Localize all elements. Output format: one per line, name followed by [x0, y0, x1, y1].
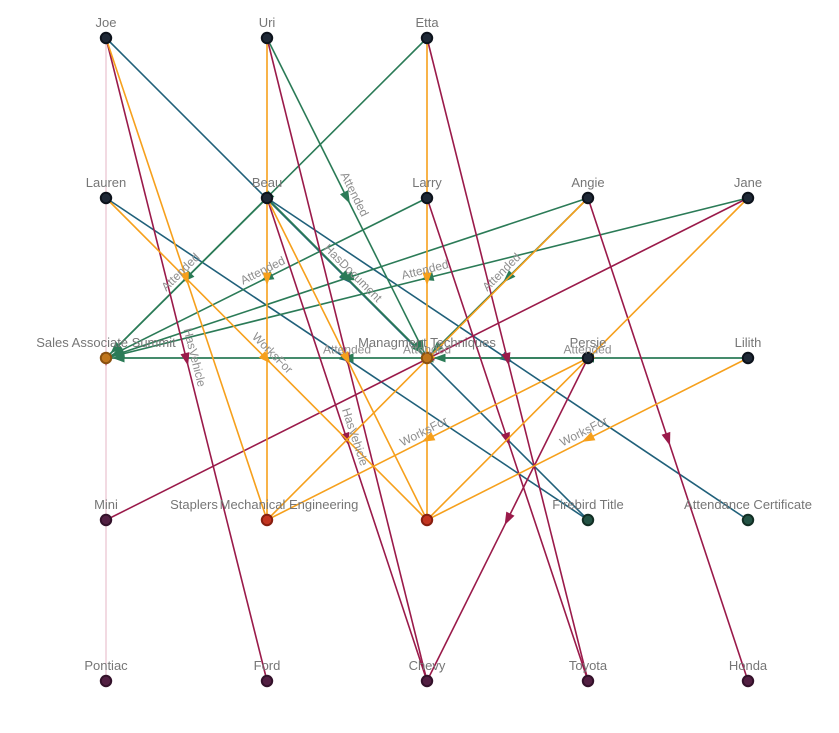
edge-arrow-uri-staplers: [262, 272, 272, 286]
node-label-ford: Ford: [254, 658, 281, 673]
node-persie[interactable]: [581, 351, 595, 365]
node-label-mt: Managment Techniques: [358, 335, 496, 350]
edge-arrow-lauren-mecheng: [258, 351, 272, 364]
node-label-joe: Joe: [96, 15, 117, 30]
node-label-sas: Sales Associate Summit: [36, 335, 176, 350]
node-firebird[interactable]: [581, 513, 595, 527]
edge-arrow-persie-chevy: [504, 511, 515, 526]
node-chevy[interactable]: [420, 674, 434, 688]
node-label-honda: Honda: [729, 658, 768, 673]
node-label-firebird: Firebird Title: [552, 497, 624, 512]
edge-target-arrow-angie-mt: [431, 341, 444, 354]
node-sas[interactable]: [99, 351, 113, 365]
node-pontiac[interactable]: [99, 674, 113, 688]
edge-label-lilith-sas-group: Attended: [403, 343, 451, 357]
edge-arrow-angie-honda: [661, 431, 671, 446]
node-attcert[interactable]: [741, 513, 755, 527]
node-label-angie: Angie: [571, 175, 604, 190]
node-label-toyota: Toyota: [569, 658, 608, 673]
edge-label-lilith-mt: Attended: [563, 343, 611, 357]
edge-label-lilith-mt-group: Attended: [563, 343, 611, 357]
node-beau[interactable]: [260, 191, 274, 205]
edge-arrow-joe-ford: [180, 352, 190, 366]
node-label-lauren: Lauren: [86, 175, 126, 190]
node-label-uri: Uri: [259, 15, 276, 30]
node-ford[interactable]: [260, 674, 274, 688]
node-mini[interactable]: [99, 513, 113, 527]
edge-arrow-larry-toyota: [501, 431, 510, 446]
node-mecheng[interactable]: [420, 513, 434, 527]
node-label-pontiac: Pontiac: [84, 658, 128, 673]
node-larry[interactable]: [420, 191, 434, 205]
node-lauren[interactable]: [99, 191, 113, 205]
edge-arrow-uri-mt: [340, 190, 350, 204]
edge-target-arrow-beau-sas: [110, 341, 123, 354]
edge-arrow-beau-mecheng: [340, 351, 350, 365]
edge-target-arrow-beau-mt: [410, 341, 423, 354]
node-joe[interactable]: [99, 31, 113, 45]
edge-arrow-etta-mecheng: [422, 272, 432, 286]
node-label-beau: Beau: [252, 175, 282, 190]
node-staplers[interactable]: [260, 513, 274, 527]
edge-label-persie-sas: Attended: [323, 343, 371, 357]
node-label-staplers: Staplers: [170, 497, 218, 512]
node-honda[interactable]: [741, 674, 755, 688]
node-label-jane: Jane: [734, 175, 762, 190]
edge-target-arrow-persie-sas: [112, 353, 125, 363]
node-mt[interactable]: [420, 351, 434, 365]
node-label-chevy: Chevy: [409, 658, 446, 673]
node-uri[interactable]: [260, 31, 274, 45]
edge-arrow-etta-toyota: [501, 352, 511, 366]
node-jane[interactable]: [741, 191, 755, 205]
node-toyota[interactable]: [581, 674, 595, 688]
node-label-larry: Larry: [412, 175, 442, 190]
edge-arrow-persie-staplers: [421, 432, 436, 442]
node-lilith[interactable]: [741, 351, 755, 365]
node-label-persie: Persie: [570, 335, 607, 350]
edge-label-persie-sas-group: Attended: [323, 343, 371, 357]
edge-label-lilith-sas: Attended: [403, 343, 451, 357]
node-label-mecheng: Mechanical Engineering: [220, 497, 359, 512]
node-angie[interactable]: [581, 191, 595, 205]
edge-target-arrow-lilith-mt: [433, 353, 446, 363]
edge-arrow-lilith-mecheng: [581, 432, 596, 442]
node-label-etta: Etta: [415, 15, 439, 30]
node-label-lilith: Lilith: [735, 335, 762, 350]
node-label-mini: Mini: [94, 497, 118, 512]
edge-arrow-beau-mt: [339, 270, 352, 283]
node-etta[interactable]: [420, 31, 434, 45]
node-label-attcert: Attendance Certificate: [684, 497, 812, 512]
